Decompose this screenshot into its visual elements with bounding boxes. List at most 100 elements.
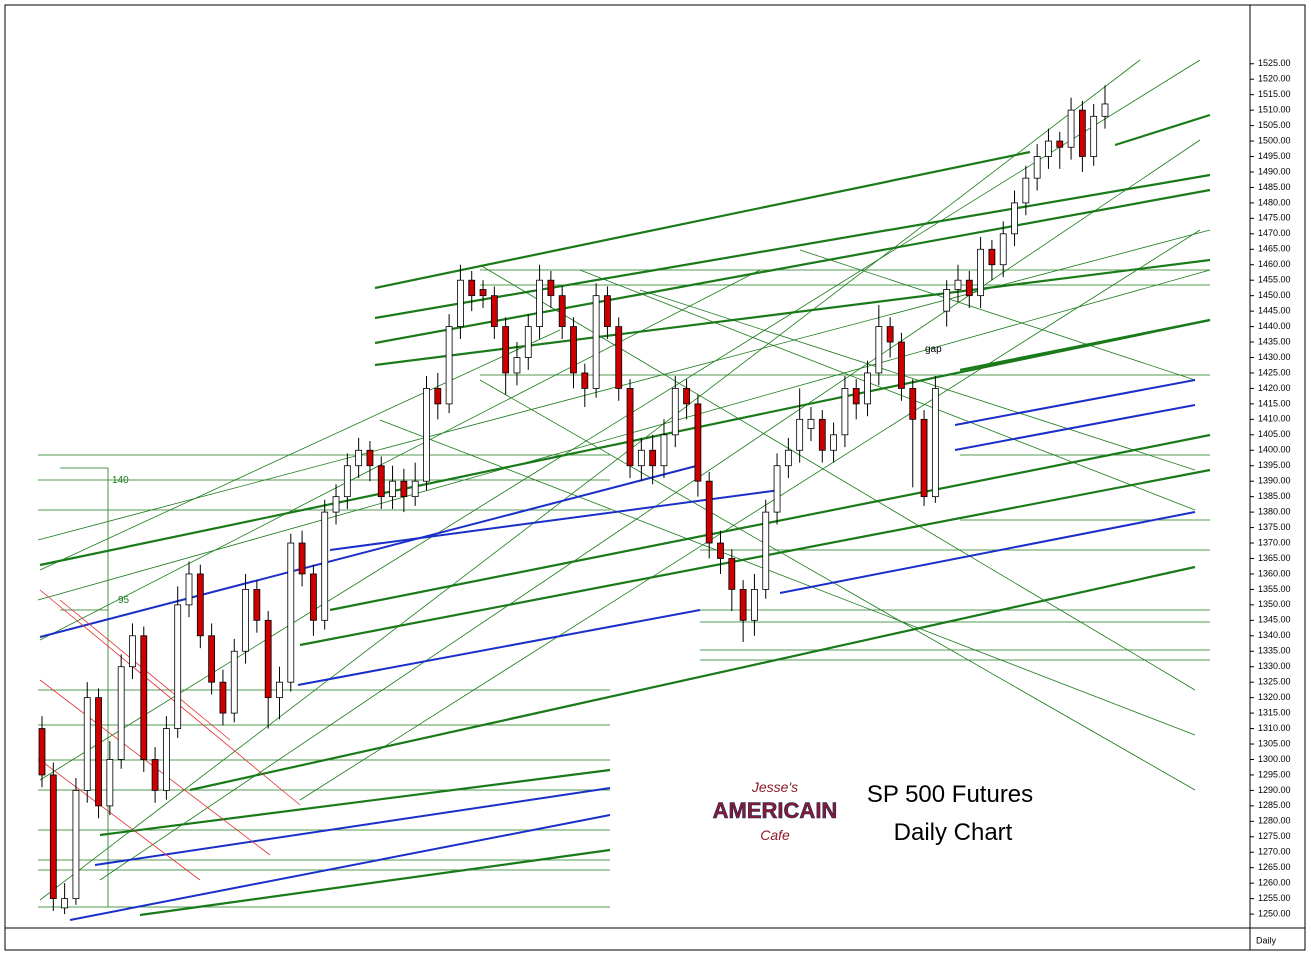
y-tick-label: 1250.00 [1258, 908, 1291, 918]
y-tick-label: 1415.00 [1258, 398, 1291, 408]
candle-body [898, 341, 905, 389]
y-tick-label: 1420.00 [1258, 383, 1291, 393]
y-tick-label: 1465.00 [1258, 244, 1291, 254]
candle-body [671, 388, 679, 436]
candle-body [230, 650, 238, 714]
y-tick-label: 1295.00 [1258, 769, 1291, 779]
candle-body [298, 542, 306, 575]
y-tick-label: 1320.00 [1258, 692, 1291, 702]
candle-body [909, 388, 917, 420]
y-tick-label: 1345.00 [1258, 615, 1291, 625]
y-tick-label: 1370.00 [1258, 537, 1291, 547]
candle-body [185, 573, 193, 606]
blue-lines [39, 379, 1196, 921]
logo-top: Jesse's [751, 779, 798, 795]
y-tick-label: 1460.00 [1258, 259, 1291, 269]
candle-body [954, 279, 962, 290]
logo-bottom: Cafe [760, 827, 790, 843]
candle-body [434, 388, 442, 405]
chart-subtitle: Daily Chart [894, 819, 1013, 846]
candle-body [377, 465, 385, 498]
candle-body [864, 372, 871, 405]
y-tick-label: 1255.00 [1258, 893, 1291, 903]
y-tick-label: 1510.00 [1258, 105, 1291, 115]
candle-body [355, 449, 363, 467]
y-tick-label: 1385.00 [1258, 491, 1291, 501]
candle-body [875, 326, 883, 374]
candle-body [117, 666, 125, 760]
y-tick-label: 1280.00 [1258, 816, 1291, 826]
y-tick-label: 1260.00 [1258, 878, 1291, 888]
candle-body [151, 759, 159, 791]
y-tick-label: 1285.00 [1258, 800, 1291, 810]
candle-body [683, 388, 690, 405]
candle-body [570, 326, 577, 374]
candle-body [490, 295, 498, 327]
candle-body [513, 357, 521, 374]
candle-body [581, 372, 589, 389]
candle-body [321, 511, 329, 621]
candle-body [343, 465, 351, 498]
y-tick-label: 1445.00 [1258, 305, 1291, 315]
candle-body [366, 449, 374, 467]
y-tick-label: 1400.00 [1258, 445, 1291, 455]
y-tick-label: 1490.00 [1258, 166, 1291, 176]
y-tick-label: 1335.00 [1258, 646, 1291, 656]
candle-body [287, 542, 295, 683]
y-tick-label: 1410.00 [1258, 414, 1291, 424]
y-tick-label: 1405.00 [1258, 429, 1291, 439]
y-tick-label: 1270.00 [1258, 847, 1291, 857]
trend-lines [37, 59, 1211, 921]
y-tick-label: 1340.00 [1258, 630, 1291, 640]
candle-body [1056, 140, 1064, 148]
annotation: 140 [112, 475, 129, 486]
candle-body [977, 248, 985, 297]
y-tick-label: 1525.00 [1258, 58, 1291, 68]
y-tick-label: 1505.00 [1258, 120, 1291, 130]
candle-body [999, 233, 1007, 266]
y-tick-label: 1425.00 [1258, 367, 1291, 377]
candle-body [479, 289, 487, 297]
candle-body [208, 635, 216, 683]
y-tick-label: 1485.00 [1258, 182, 1291, 192]
candle-body [196, 573, 204, 637]
candle-body [818, 418, 826, 451]
y-tick-label: 1395.00 [1258, 460, 1291, 470]
candle-body [106, 759, 114, 807]
y-tick-label: 1355.00 [1258, 584, 1291, 594]
y-tick-label: 1350.00 [1258, 599, 1291, 609]
candle-body [536, 279, 543, 327]
y-tick-label: 1475.00 [1258, 213, 1291, 223]
candle-body [965, 279, 973, 297]
y-tick-label: 1305.00 [1258, 738, 1291, 748]
candle-body [694, 403, 702, 482]
candle-body [943, 289, 951, 312]
annotation: 95 [118, 595, 130, 606]
y-tick-label: 1495.00 [1258, 151, 1291, 161]
candle-body [264, 619, 272, 699]
y-tick-label: 1455.00 [1258, 275, 1291, 285]
candle-body [830, 434, 837, 451]
candle-body [1067, 109, 1075, 148]
candle-body [140, 635, 148, 760]
candle-body [886, 326, 894, 343]
candle-body [841, 388, 849, 436]
candle-body [558, 295, 566, 327]
y-tick-label: 1290.00 [1258, 785, 1291, 795]
candle-body [1045, 140, 1052, 157]
y-tick-label: 1435.00 [1258, 336, 1291, 346]
candle-body [660, 434, 668, 467]
candle-body [219, 681, 227, 714]
candle-body [38, 728, 46, 776]
y-tick-label: 1300.00 [1258, 754, 1291, 764]
annotation: gap [925, 344, 942, 355]
candle-body [276, 681, 283, 699]
candle-body [773, 465, 781, 513]
candle-body [615, 326, 623, 389]
candle-body [1033, 156, 1041, 179]
logo-middle: AMERICAIN [713, 798, 838, 823]
candle-body [242, 589, 249, 652]
candle-body [751, 589, 758, 621]
candle-body [807, 418, 815, 430]
